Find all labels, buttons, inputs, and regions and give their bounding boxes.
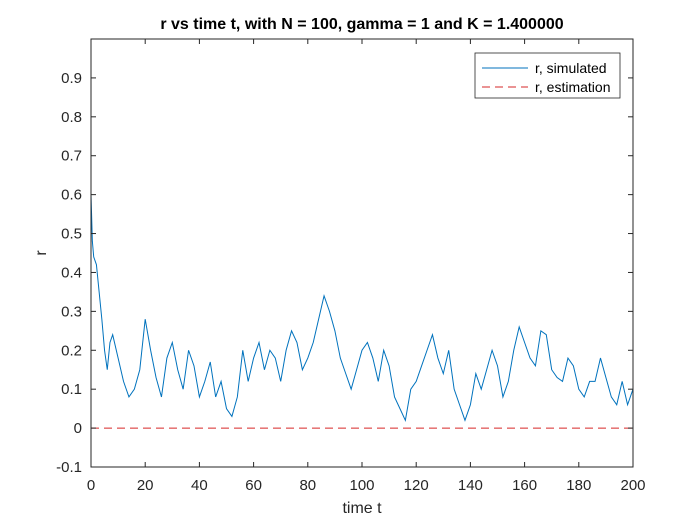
legend-label-estimation: r, estimation: [535, 79, 610, 95]
y-tick-label: 0.8: [61, 109, 82, 126]
x-tick-label: 180: [566, 477, 591, 494]
y-tick-label: 0: [74, 420, 82, 437]
x-tick-label: 80: [299, 477, 316, 494]
y-axis-label: r: [33, 250, 50, 256]
y-tick-label: 0.7: [61, 148, 82, 165]
legend-label-simulated: r, simulated: [535, 60, 607, 76]
x-tick-label: 0: [87, 477, 95, 494]
x-tick-label: 100: [349, 477, 374, 494]
y-tick-label: 0.6: [61, 187, 82, 204]
x-axis-label: time t: [342, 500, 382, 517]
x-tick-label: 140: [458, 477, 483, 494]
y-tick-label: -0.1: [56, 459, 82, 476]
x-tick-label: 200: [620, 477, 645, 494]
chart-title: r vs time t, with N = 100, gamma = 1 and…: [160, 16, 563, 33]
y-tick-label: 0.4: [61, 264, 82, 281]
y-axis: -0.1 0 0.1 0.2 0.3 0.4 0.5 0.6 0.7 0.8 0.9: [56, 70, 633, 476]
x-axis: 0 20 40 60 80 100 120 140 160 180 200: [87, 39, 646, 494]
series-layer: [90, 194, 634, 429]
y-tick-label: 0.9: [61, 70, 82, 87]
x-tick-label: 40: [191, 477, 208, 494]
y-tick-label: 0.1: [61, 381, 82, 398]
plot-area: [91, 39, 633, 467]
x-tick-label: 120: [404, 477, 429, 494]
legend-box: [474, 52, 621, 99]
x-tick-label: 20: [137, 477, 154, 494]
y-tick-label: 0.2: [61, 342, 82, 359]
series-line-simulated: [90, 194, 634, 422]
y-tick-label: 0.3: [61, 303, 82, 320]
y-tick-label: 0.5: [61, 226, 82, 243]
x-tick-label: 160: [512, 477, 537, 494]
x-tick-label: 60: [245, 477, 262, 494]
legend: r, simulated r, estimation: [474, 52, 621, 99]
